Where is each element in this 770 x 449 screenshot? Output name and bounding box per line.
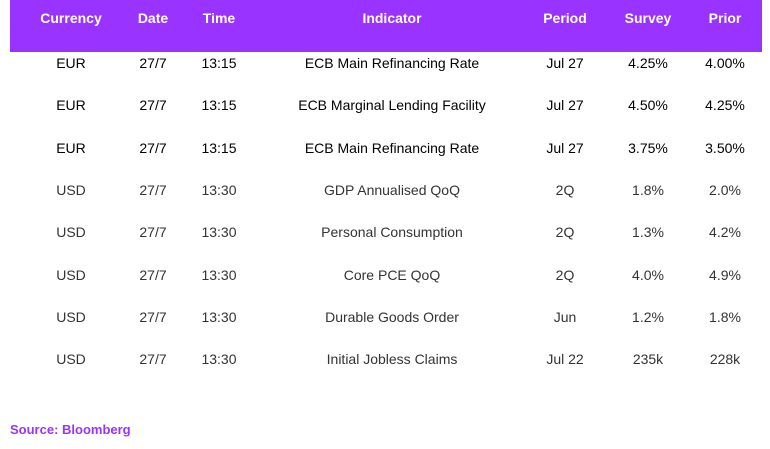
- cell-period: Jul 27: [546, 139, 584, 156]
- cell-survey: 3.75%: [628, 139, 668, 156]
- cell-prior: 4.25%: [705, 97, 745, 114]
- header-currency: Currency: [40, 10, 102, 26]
- cell-currency: USD: [56, 181, 86, 198]
- cell-period: Jun: [553, 308, 577, 325]
- cell-period: Jul 27: [546, 97, 584, 114]
- cell-currency: USD: [56, 266, 86, 283]
- cell-survey: 1.3%: [632, 224, 664, 241]
- table-row: USD 27/7 13:30 Personal Consumption 2Q 1.3% 4.…: [10, 219, 762, 261]
- header-time: Time: [202, 10, 236, 26]
- cell-survey: 1.2%: [632, 308, 664, 325]
- cell-time: 13:30: [201, 181, 237, 198]
- cell-prior: 2.0%: [709, 181, 741, 198]
- cell-time: 13:30: [201, 351, 237, 368]
- header-survey: Survey: [624, 10, 672, 26]
- cell-survey: 4.50%: [628, 97, 668, 114]
- cell-indicator: ECB Main Refinancing Rate: [304, 139, 480, 156]
- cell-time: 13:15: [201, 55, 237, 71]
- cell-indicator: ECB Main Refinancing Rate: [304, 55, 480, 71]
- cell-currency: EUR: [56, 139, 86, 156]
- cell-prior: 4.9%: [709, 266, 741, 283]
- cell-time: 13:30: [201, 308, 237, 325]
- cell-prior: 4.00%: [705, 55, 745, 71]
- header-date: Date: [137, 10, 169, 26]
- cell-date: 27/7: [139, 139, 167, 156]
- cell-survey: 1.8%: [632, 181, 664, 198]
- cell-period: Jul 27: [546, 55, 584, 71]
- cell-indicator: Durable Goods Order: [325, 308, 459, 325]
- cell-indicator: Personal Consumption: [321, 224, 463, 241]
- cell-date: 27/7: [139, 351, 167, 368]
- cell-time: 13:30: [201, 266, 237, 283]
- cell-survey: 4.0%: [632, 266, 664, 283]
- cell-indicator: GDP Annualised QoQ: [324, 181, 460, 198]
- cell-time: 13:15: [201, 139, 237, 156]
- cell-period: Jul 22: [546, 351, 584, 368]
- cell-date: 27/7: [139, 224, 167, 241]
- cell-indicator: Initial Jobless Claims: [326, 351, 458, 368]
- cell-currency: EUR: [56, 55, 86, 71]
- cell-indicator: Core PCE QoQ: [343, 266, 441, 283]
- table-row: USD 27/7 13:30 Core PCE QoQ 2Q 4.0% 4.9%: [10, 262, 762, 304]
- cell-currency: USD: [56, 308, 86, 325]
- table-row: USD 27/7 13:30 GDP Annualised QoQ 2Q 1.8% 2.0%: [10, 177, 762, 219]
- cell-date: 27/7: [139, 97, 167, 114]
- table-row: EUR 27/7 13:15 ECB Marginal Lending Facilit…: [10, 92, 762, 134]
- header-period: Period: [543, 10, 587, 26]
- cell-indicator: ECB Marginal Lending Facility: [298, 97, 486, 114]
- table-row: EUR 27/7 13:15 ECB Main Refinancing Rate Jul…: [10, 135, 762, 177]
- table-header: Currency Date Time Indicator Period Surv…: [10, 0, 762, 52]
- cell-time: 13:30: [201, 224, 237, 241]
- source-note: Source: Bloomberg: [10, 422, 131, 437]
- table-row: USD 27/7 13:30 Initial Jobless Claims Jul 22…: [10, 346, 762, 388]
- header-prior: Prior: [708, 10, 742, 26]
- header-indicator: Indicator: [362, 10, 422, 26]
- cell-period: 2Q: [555, 266, 575, 283]
- cell-period: 2Q: [555, 224, 575, 241]
- cell-date: 27/7: [139, 55, 167, 71]
- cell-currency: EUR: [56, 97, 86, 114]
- cell-prior: 4.2%: [709, 224, 741, 241]
- cell-prior: 1.8%: [709, 308, 741, 325]
- cell-currency: USD: [56, 351, 86, 368]
- table-row: USD 27/7 13:30 Durable Goods Order Jun 1.2% 1.…: [10, 304, 762, 346]
- cell-prior: 228k: [709, 351, 741, 368]
- cell-date: 27/7: [139, 181, 167, 198]
- cell-survey: 235k: [632, 351, 664, 368]
- cell-period: 2Q: [555, 181, 575, 198]
- cell-prior: 3.50%: [705, 139, 745, 156]
- cell-time: 13:15: [201, 97, 237, 114]
- cell-currency: USD: [56, 224, 86, 241]
- cell-date: 27/7: [139, 308, 167, 325]
- cell-date: 27/7: [139, 266, 167, 283]
- cell-survey: 4.25%: [628, 55, 668, 71]
- table-row: EUR 27/7 13:15 ECB Main Refinancing Rate Jul…: [10, 50, 762, 92]
